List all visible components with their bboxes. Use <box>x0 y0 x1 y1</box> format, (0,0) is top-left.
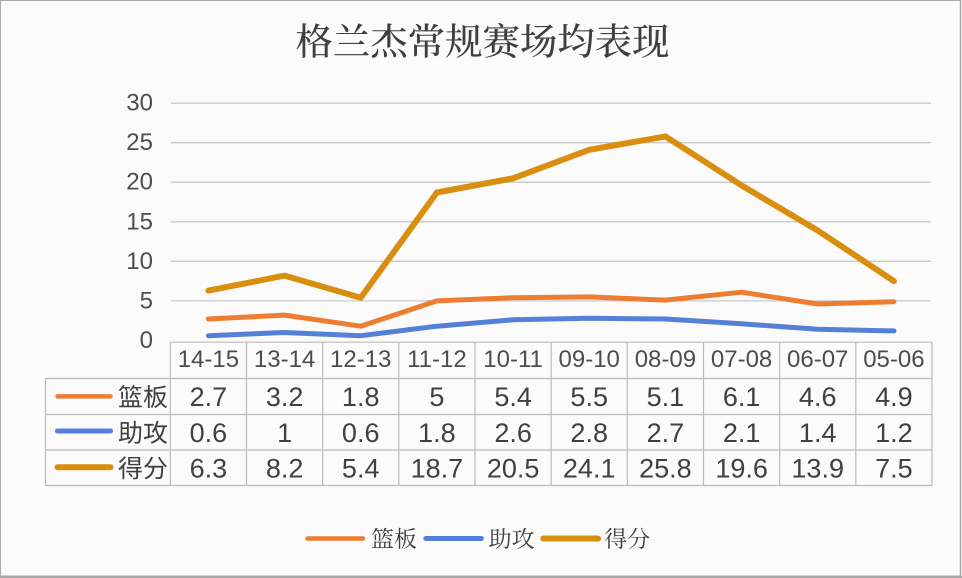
svg-text:20.5: 20.5 <box>487 453 540 483</box>
svg-text:1.2: 1.2 <box>875 418 913 448</box>
svg-text:0.6: 0.6 <box>342 418 380 448</box>
svg-text:5.1: 5.1 <box>647 382 685 412</box>
svg-text:0: 0 <box>140 327 153 354</box>
svg-text:13.9: 13.9 <box>791 453 844 483</box>
svg-text:25.8: 25.8 <box>639 453 692 483</box>
svg-text:1.4: 1.4 <box>799 418 837 448</box>
svg-text:1: 1 <box>277 418 292 448</box>
svg-text:19.6: 19.6 <box>715 453 768 483</box>
svg-text:6.1: 6.1 <box>723 382 761 412</box>
svg-text:14-15: 14-15 <box>178 346 239 373</box>
svg-text:24.1: 24.1 <box>563 453 616 483</box>
svg-text:08-09: 08-09 <box>635 346 696 373</box>
svg-text:1.8: 1.8 <box>418 418 456 448</box>
svg-text:20: 20 <box>126 169 153 196</box>
svg-text:18.7: 18.7 <box>411 453 464 483</box>
svg-text:30: 30 <box>126 90 153 117</box>
svg-text:09-10: 09-10 <box>559 346 620 373</box>
svg-text:5.4: 5.4 <box>494 382 532 412</box>
svg-text:13-14: 13-14 <box>254 346 315 373</box>
svg-text:5.4: 5.4 <box>342 453 380 483</box>
svg-text:10-11: 10-11 <box>483 346 543 373</box>
svg-text:5: 5 <box>140 287 153 314</box>
svg-text:2.6: 2.6 <box>494 418 532 448</box>
svg-text:7.5: 7.5 <box>875 453 913 483</box>
svg-text:2.7: 2.7 <box>190 382 228 412</box>
svg-text:05-06: 05-06 <box>863 346 924 373</box>
svg-text:10: 10 <box>126 248 153 275</box>
svg-text:6.3: 6.3 <box>190 453 228 483</box>
svg-text:2.1: 2.1 <box>723 418 761 448</box>
svg-text:2.7: 2.7 <box>647 418 685 448</box>
svg-text:2.8: 2.8 <box>570 418 608 448</box>
svg-text:3.2: 3.2 <box>266 382 304 412</box>
svg-text:25: 25 <box>126 129 153 156</box>
svg-text:4.9: 4.9 <box>875 382 913 412</box>
svg-text:12-13: 12-13 <box>330 346 391 373</box>
svg-text:5: 5 <box>429 382 444 412</box>
svg-text:11-12: 11-12 <box>407 346 467 373</box>
svg-text:06-07: 06-07 <box>787 346 848 373</box>
svg-text:15: 15 <box>126 208 153 235</box>
svg-text:07-08: 07-08 <box>711 346 772 373</box>
svg-text:0.6: 0.6 <box>190 418 228 448</box>
svg-text:1.8: 1.8 <box>342 382 380 412</box>
svg-text:4.6: 4.6 <box>799 382 837 412</box>
svg-text:8.2: 8.2 <box>266 453 304 483</box>
svg-text:5.5: 5.5 <box>570 382 608 412</box>
